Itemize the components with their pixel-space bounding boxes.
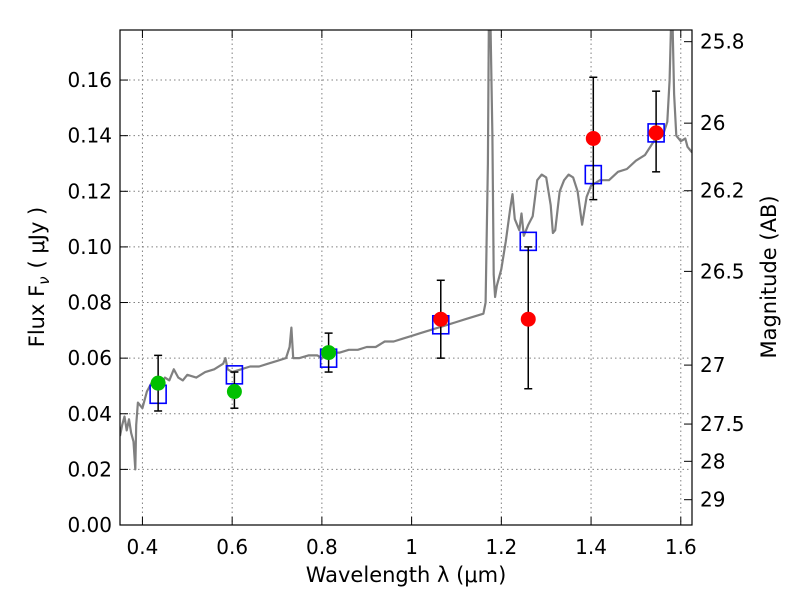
x-axis-title: Wavelength λ (μm) [306, 563, 507, 587]
y-tick-label: 0.04 [67, 402, 112, 426]
plot-area [120, 30, 692, 471]
green-data-point [226, 384, 242, 400]
x-tick-label: 1 [405, 535, 418, 559]
mag-tick-label: 27 [700, 353, 725, 377]
green-data-point [321, 345, 337, 361]
red-data-point [585, 130, 601, 146]
x-tick-label: 0.6 [216, 535, 248, 559]
y-axis-title-unit: ( μJy ) [25, 207, 49, 269]
mag-tick-label: 27.5 [700, 412, 745, 436]
red-data-point [648, 125, 664, 141]
tick-labels: 0.4 0.6 0.8 1 1.2 1.4 1.6 0.00 0.02 0.04 0.06 0.08 0… [67, 30, 744, 559]
mag-tick-label: 25.8 [700, 30, 745, 54]
y2-axis-title: Magnitude (AB) [757, 195, 781, 358]
axes-frame [119, 29, 693, 526]
grid [120, 30, 692, 526]
mag-tick-label: 29 [700, 488, 725, 512]
y-tick-label: 0.14 [67, 124, 112, 148]
mag-tick-label: 26 [700, 111, 725, 135]
spectrum-line [120, 30, 692, 471]
y-tick-label: 0.02 [67, 457, 112, 481]
red-data-point [433, 311, 449, 327]
x-tick-label: 1.4 [575, 535, 607, 559]
green-data-point [150, 375, 166, 391]
red-data-point [520, 311, 536, 327]
y-tick-label: 0.16 [67, 68, 112, 92]
y-tick-label: 0.08 [67, 291, 112, 315]
mag-tick-label: 28 [700, 449, 725, 473]
x-tick-label: 1.6 [665, 535, 697, 559]
y-axis-title: Flux Fν ( μJy ) [25, 207, 53, 348]
y-axis-title-main: Flux F [25, 285, 49, 347]
y-axis-title-subscript: ν [35, 276, 53, 284]
plot-frame [119, 29, 693, 526]
y-tick-label: 0.00 [67, 513, 112, 537]
mag-tick-label: 26.2 [700, 179, 745, 203]
x-tick-label: 0.8 [306, 535, 338, 559]
y-tick-label: 0.06 [67, 346, 112, 370]
x-tick-label: 1.2 [485, 535, 517, 559]
y-tick-label: 0.12 [67, 179, 112, 203]
x-tick-label: 0.4 [127, 535, 159, 559]
mag-tick-label: 26.5 [700, 259, 745, 283]
y-tick-label: 0.10 [67, 235, 112, 259]
